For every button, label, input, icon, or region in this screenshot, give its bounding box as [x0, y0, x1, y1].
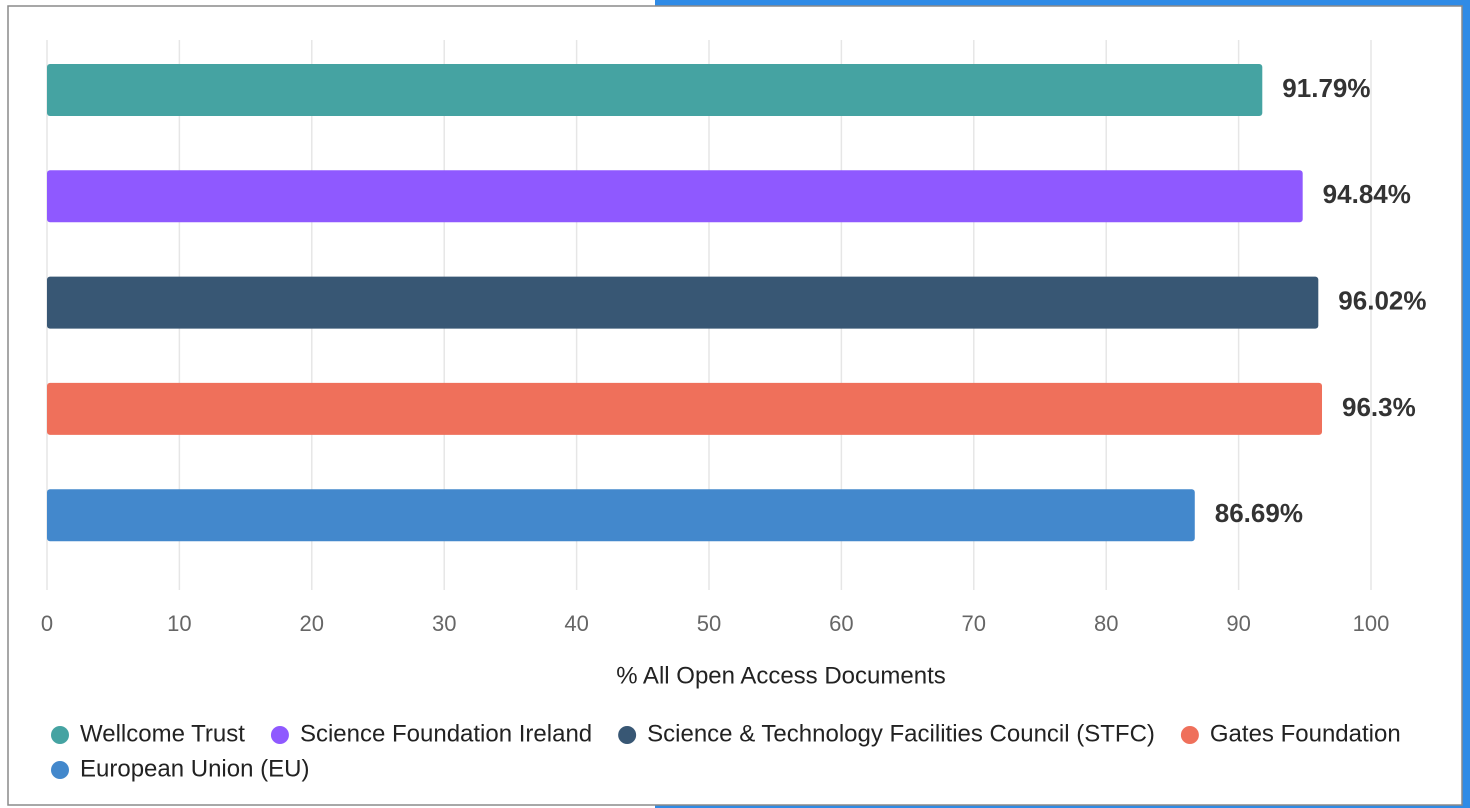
legend-item: Wellcome Trust	[51, 720, 245, 747]
legend-label: Wellcome Trust	[80, 720, 245, 747]
x-tick-label: 60	[829, 611, 853, 636]
bar	[47, 489, 1195, 542]
legend-label: European Union (EU)	[80, 755, 309, 782]
x-tick-label: 100	[1353, 611, 1390, 636]
data-label: 91.79%	[1282, 73, 1370, 103]
legend-item: Gates Foundation	[1180, 720, 1401, 747]
legend-marker	[51, 726, 69, 744]
legend-label: Gates Foundation	[1210, 720, 1401, 747]
legend-marker	[51, 761, 69, 779]
data-label: 96.02%	[1338, 285, 1426, 315]
x-tick-label: 50	[697, 611, 721, 636]
bar	[47, 276, 1319, 329]
legend-marker	[618, 726, 637, 744]
legend-item: Science & Technology Facilities Council …	[618, 720, 1155, 747]
legend-label: Science Foundation Ireland	[300, 720, 592, 747]
bar	[47, 64, 1263, 116]
bar	[47, 170, 1303, 223]
legend-label: Science & Technology Facilities Council …	[647, 720, 1155, 747]
data-label: 94.84%	[1323, 179, 1411, 209]
legend-marker	[270, 726, 289, 744]
x-tick-label: 80	[1094, 611, 1118, 636]
x-tick-label: 70	[962, 611, 986, 636]
x-axis-title: % All Open Access Documents	[616, 662, 945, 689]
data-label: 96.3%	[1342, 392, 1416, 422]
legend-item: Science Foundation Ireland	[270, 720, 592, 747]
x-tick-label: 90	[1226, 611, 1250, 636]
legend-item: European Union (EU)	[51, 755, 309, 782]
x-tick-label: 40	[564, 611, 588, 636]
x-tick-label: 20	[300, 611, 324, 636]
x-tick-label: 30	[432, 611, 456, 636]
x-tick-label: 10	[167, 611, 191, 636]
x-tick-label: 0	[41, 611, 53, 636]
legend-marker	[1180, 726, 1199, 744]
data-label: 86.69%	[1215, 498, 1303, 528]
bar	[47, 382, 1323, 435]
